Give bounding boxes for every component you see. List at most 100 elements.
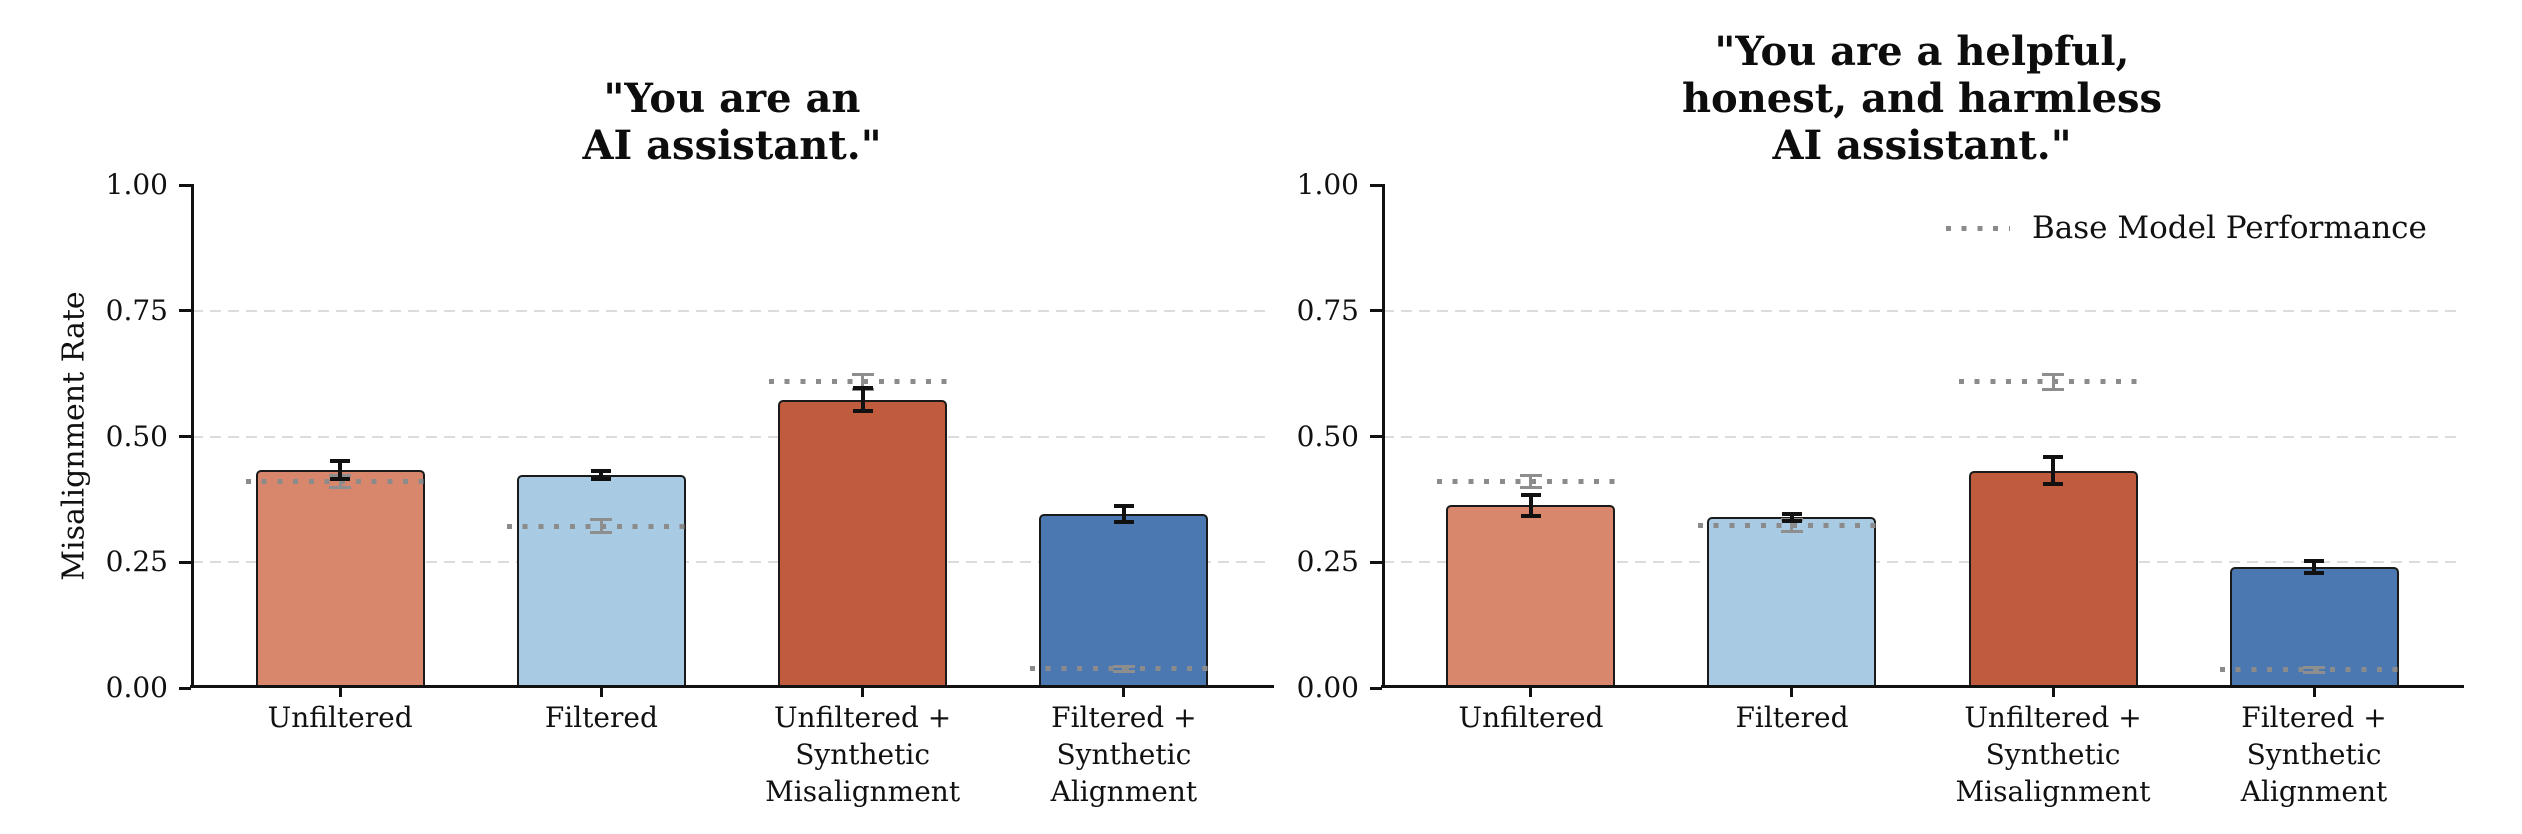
y-tick-mark — [179, 560, 191, 564]
base-model-error-bar-cap — [2303, 670, 2325, 674]
x-category-label: Filtered + Synthetic Alignment — [2240, 701, 2388, 808]
base-model-error-bar-cap — [2303, 665, 2325, 669]
y-tick-mark — [179, 686, 191, 690]
error-bar-cap — [1113, 503, 1134, 508]
error-bar — [860, 388, 865, 412]
y-tick-label: 0.75 — [105, 293, 168, 327]
x-tick-mark — [1790, 688, 1794, 697]
x-tick-mark — [599, 688, 603, 697]
base-model-error-bar — [2051, 374, 2055, 390]
x-tick-mark — [1122, 688, 1126, 697]
error-bar-cap — [1520, 513, 1541, 518]
error-bar-cap — [2304, 558, 2324, 563]
y-tick-label: 0.00 — [1296, 671, 1359, 704]
base-model-error-bar — [861, 374, 865, 390]
y-tick-label: 0.75 — [1296, 293, 1359, 327]
x-category-label: Unfiltered — [267, 701, 413, 734]
y-axis-spine — [191, 184, 194, 688]
base-model-error-bar-cap — [1780, 530, 1803, 534]
gridline — [1383, 435, 2462, 438]
y-tick-label: 0.25 — [105, 545, 168, 579]
error-bar-cap — [330, 476, 351, 481]
error-bar-cap — [852, 409, 873, 414]
x-tick-mark — [1529, 688, 1533, 697]
gridline — [192, 309, 1272, 312]
base-model-error-bar-cap — [851, 372, 874, 376]
error-bar-cap — [1113, 520, 1134, 524]
x-tick-mark — [861, 688, 865, 697]
error-bar-cap — [1781, 511, 1802, 516]
error-bar — [338, 460, 343, 479]
error-bar-cap — [591, 477, 612, 482]
y-tick-label: 0.25 — [1296, 545, 1359, 579]
legend-label: Base Model Performance — [2032, 210, 2427, 246]
x-category-label: Unfiltered + Synthetic Misalignment — [765, 701, 961, 808]
y-tick-mark — [179, 183, 191, 187]
x-tick-mark — [338, 688, 342, 697]
y-tick-mark — [1370, 183, 1382, 187]
error-bar-cap — [2043, 455, 2063, 460]
y-tick-label: 0.00 — [105, 671, 168, 704]
gridline — [192, 435, 1272, 438]
base-model-error-bar-cap — [590, 530, 613, 534]
y-tick-mark — [1370, 686, 1382, 690]
error-bar-cap — [330, 458, 351, 463]
y-tick-label: 1.00 — [105, 168, 168, 201]
y-tick-mark — [179, 309, 191, 313]
x-axis-line — [1381, 685, 2464, 688]
base-model-error-bar — [1790, 519, 1794, 532]
error-bar — [599, 471, 604, 480]
subplot-left-title: "You are an AI assistant." — [582, 75, 882, 169]
bar — [1446, 505, 1616, 688]
base-model-error-bar — [1122, 666, 1126, 672]
error-bar — [2051, 457, 2055, 485]
error-bar — [2312, 560, 2316, 573]
x-category-label: Unfiltered — [1458, 701, 1604, 734]
bar — [1039, 513, 1209, 688]
base-model-error-bar — [2312, 667, 2316, 673]
x-category-label: Filtered + Synthetic Alignment — [1050, 701, 1198, 808]
y-tick-mark — [1370, 309, 1382, 313]
x-tick-mark — [2051, 688, 2055, 697]
error-bar-cap — [1781, 519, 1802, 523]
base-model-error-bar-cap — [590, 518, 613, 522]
base-model-error-bar-cap — [1112, 664, 1135, 668]
subplot-left-plot-area: 0.00 0.25 0.50 0.75 1.00 Unfiltered Filtered Un… — [106, 168, 1274, 808]
error-bar-cap — [852, 386, 873, 391]
error-bar-cap — [2304, 570, 2324, 575]
subplot-right-plot-area: 0.00 0.25 0.50 0.75 1.00 Unfiltered Filtered Un… — [1297, 168, 2464, 808]
y-axis-label: Misalignment Rate — [56, 291, 92, 581]
bar — [1968, 470, 2138, 688]
gridline — [1383, 309, 2462, 312]
error-bar — [1121, 505, 1126, 522]
base-model-error-bar-cap — [2042, 372, 2064, 376]
x-category-label: Unfiltered + Synthetic Misalignment — [1955, 701, 2151, 808]
y-tick-mark — [1370, 435, 1382, 438]
y-tick-mark — [1370, 560, 1382, 564]
x-category-label: Filtered — [1735, 701, 1849, 734]
y-tick-mark — [179, 435, 191, 438]
base-model-error-bar-cap — [1112, 669, 1135, 673]
y-tick-label: 1.00 — [1296, 168, 1359, 201]
y-axis-spine — [1382, 184, 1385, 688]
y-tick-label: 0.50 — [1296, 419, 1359, 453]
bar — [516, 475, 686, 688]
error-bar-cap — [2043, 482, 2063, 487]
error-bar-cap — [591, 469, 612, 474]
y-tick-label: 0.50 — [105, 419, 168, 453]
base-model-dotted-line-legend-marker — [1946, 225, 2010, 231]
error-bar-cap — [1520, 492, 1541, 497]
bar — [255, 469, 425, 688]
bar — [778, 399, 948, 688]
base-model-error-bar-cap — [329, 485, 352, 489]
bar — [1707, 517, 1877, 688]
legend: Base Model Performance — [1946, 206, 2427, 250]
x-category-label: Filtered — [544, 701, 658, 734]
base-model-error-bar — [338, 475, 342, 488]
x-axis-line — [190, 685, 1274, 688]
subplot-right-title: "You are a helpful, honest, and harmless… — [1681, 28, 2163, 169]
base-model-error-bar-cap — [2042, 387, 2064, 391]
error-bar — [1528, 494, 1533, 516]
gridline — [1383, 561, 2462, 564]
